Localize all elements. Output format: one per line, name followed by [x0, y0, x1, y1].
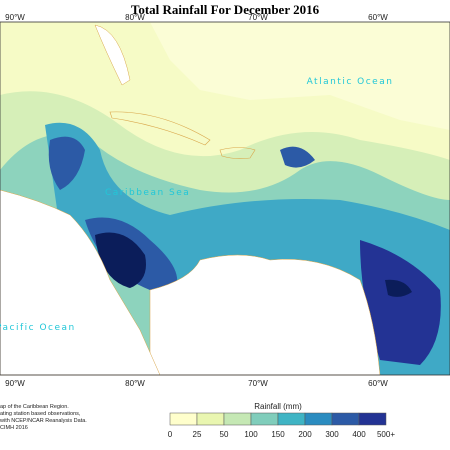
central-america — [0, 189, 161, 376]
legend-tick-label: 200 — [298, 430, 312, 439]
legend: Rainfall (mm) 0 25 50 100 150 200 300 400 500+ — [168, 402, 396, 439]
longitude-label: 80°W — [125, 13, 145, 22]
legend-title: Rainfall (mm) — [254, 402, 302, 411]
longitude-label: 90°W — [5, 13, 25, 22]
ocean-label: Atlantic Ocean — [307, 77, 394, 87]
rain-zone — [48, 136, 85, 190]
legend-tick-label: 50 — [220, 430, 229, 439]
longitude-label: 60°W — [368, 13, 388, 22]
credit-line: with NCEP/NCAR Reanalysis Data. — [0, 418, 87, 424]
dry-region — [150, 22, 450, 130]
legend-swatch — [331, 412, 360, 426]
legend-swatch — [358, 412, 387, 426]
map-frame — [0, 21, 450, 376]
legend-tick-label: 300 — [325, 430, 339, 439]
hispaniola — [219, 147, 256, 159]
rain-zone — [360, 240, 441, 365]
legend-tick-label: 400 — [352, 430, 366, 439]
rain-zone — [95, 232, 146, 288]
legend-swatch — [277, 412, 306, 426]
rain-zone — [280, 146, 315, 168]
legend-tick-label: 150 — [271, 430, 285, 439]
legend-tick-label: 0 — [168, 430, 173, 439]
map-title: Total Rainfall For December 2016 — [131, 2, 320, 17]
florida — [94, 24, 131, 86]
longitude-labels-top: 90°W 80°W 70°W 60°W — [5, 13, 388, 22]
map: Atlantic Ocean Caribbean Sea Pacific Oce… — [0, 21, 450, 376]
credit-line: CIMH 2016 — [0, 425, 28, 431]
credit-line: ating station based observations, — [0, 411, 81, 417]
legend-tick-label: 500+ — [377, 430, 395, 439]
longitude-labels-bottom: 90°W 80°W 70°W 60°W — [5, 379, 388, 388]
credit-line: ap of the Caribbean Region. — [0, 404, 69, 410]
longitude-label: 70°W — [248, 13, 268, 22]
south-america — [149, 254, 381, 376]
ocean-label: Pacific Ocean — [0, 323, 76, 333]
longitude-label: 70°W — [248, 379, 268, 388]
legend-tick-label: 25 — [193, 430, 202, 439]
legend-swatch — [250, 412, 279, 426]
longitude-label: 90°W — [5, 379, 25, 388]
longitude-label: 80°W — [125, 379, 145, 388]
cuba — [109, 111, 211, 146]
legend-swatch — [304, 412, 333, 426]
legend-swatch — [169, 412, 198, 426]
longitude-label: 60°W — [368, 379, 388, 388]
sea-label: Caribbean Sea — [105, 188, 190, 198]
rain-zone — [385, 279, 412, 297]
legend-swatch — [196, 412, 225, 426]
legend-swatch — [223, 412, 252, 426]
legend-tick-label: 100 — [244, 430, 258, 439]
credits: ap of the Caribbean Region.ating station… — [0, 404, 87, 431]
